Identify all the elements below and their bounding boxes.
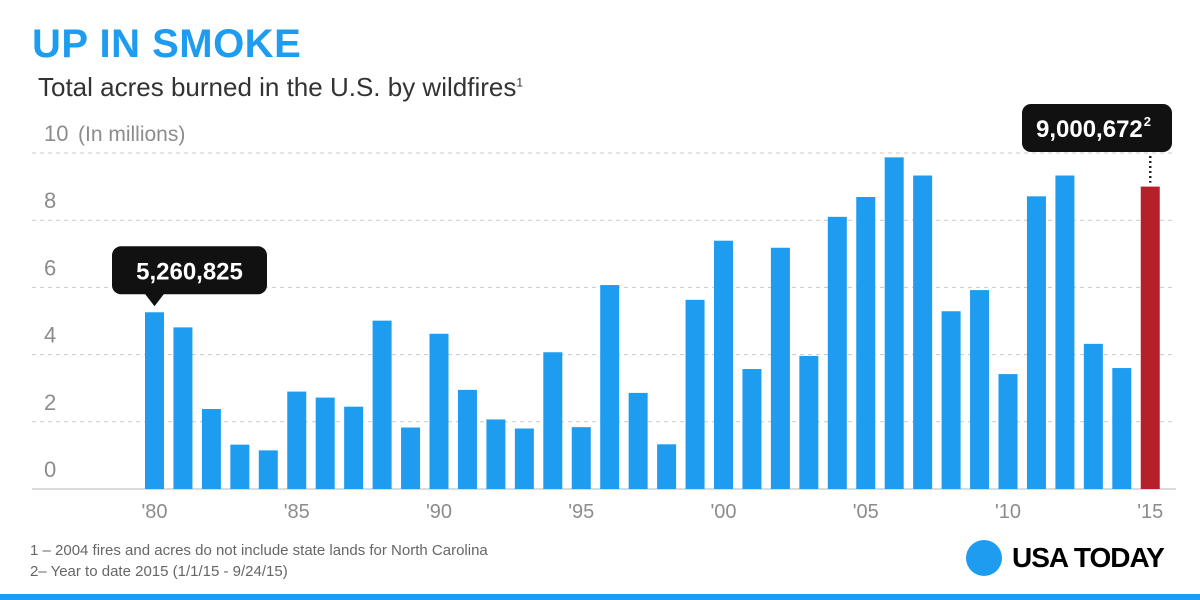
bar-1996 (600, 285, 620, 489)
bar-1980 (145, 312, 164, 489)
chart-title: UP IN SMOKE (32, 22, 302, 66)
bar-2000 (714, 240, 733, 489)
chart-subtitle: Total acres burned in the U.S. by wildfi… (38, 72, 523, 103)
footnotes: 1 – 2004 fires and acres do not include … (30, 540, 488, 582)
bar-2009 (970, 290, 990, 489)
bar-1986 (315, 397, 335, 489)
y-tick-label-4: 4 (44, 323, 56, 348)
y-tick-label-8: 8 (44, 188, 56, 213)
y-tick-label-2: 2 (44, 390, 56, 415)
bar-2008 (941, 311, 961, 489)
usa-today-logo: USA TODAY (966, 538, 1165, 578)
logo-text: USA TODAY (1012, 542, 1165, 573)
bar-1985 (287, 391, 307, 489)
bar-1989 (401, 427, 421, 489)
bar-1997 (628, 392, 648, 489)
bottom-accent-bar (0, 594, 1200, 600)
callout-value-text-2015: 9,000,672 (1036, 116, 1143, 143)
bar-2003 (799, 355, 819, 489)
callout-value-1980: 5,260,825 (136, 258, 243, 285)
bar-1983 (230, 444, 250, 489)
y-tick-label-10: 10 (44, 121, 68, 146)
x-tick-label-2005: '05 (853, 501, 879, 523)
y-tick-label-6: 6 (44, 255, 56, 280)
bar-2005 (856, 197, 876, 490)
bar-2011 (1026, 196, 1046, 489)
subtitle-footnote-marker: 1 (516, 75, 524, 90)
y-axis-unit-label: (In millions) (78, 123, 185, 146)
bar-2004 (827, 216, 847, 489)
bar-1988 (372, 320, 392, 489)
bar-2014 (1112, 368, 1132, 489)
bar-1999 (685, 299, 705, 489)
callout-footnote-marker-2015: 2 (1144, 114, 1151, 129)
bar-1993 (514, 428, 534, 489)
bar-1991 (457, 389, 477, 489)
bar-2012 (1055, 175, 1075, 489)
x-tick-label-1990: '90 (426, 501, 452, 523)
bar-2007 (913, 175, 933, 489)
x-tick-label-2000: '00 (710, 501, 736, 523)
bar-1994 (543, 352, 563, 489)
bar-1995 (571, 427, 591, 489)
bar-2013 (1083, 343, 1103, 489)
footnote-2: 2– Year to date 2015 (1/1/15 - 9/24/15) (30, 563, 288, 580)
x-tick-label-2015: '15 (1137, 501, 1163, 523)
bar-2006 (884, 157, 904, 490)
bar-2001 (742, 369, 762, 489)
footnote-1: 1 – 2004 fires and acres do not include … (30, 542, 488, 559)
callout-pointer-1980 (144, 293, 165, 307)
bar-1982 (201, 409, 221, 489)
bar-1990 (429, 333, 449, 489)
bar-1987 (344, 406, 364, 489)
bar-2010 (998, 374, 1018, 489)
bar-2002 (770, 247, 790, 489)
y-tick-label-0: 0 (44, 457, 56, 482)
x-tick-label-1980: '80 (141, 501, 167, 523)
callout-box-2015 (1022, 104, 1172, 152)
logo-dot-icon (966, 540, 1002, 576)
x-tick-label-1985: '85 (284, 501, 310, 523)
x-tick-label-2010: '10 (995, 501, 1021, 523)
bar-2015 (1140, 186, 1160, 489)
bar-1984 (258, 450, 278, 489)
callout-box-1980 (112, 246, 267, 295)
x-tick-label-1995: '95 (568, 501, 594, 523)
callout-value-2015: 9,000,6722 (1036, 114, 1151, 143)
bar-1998 (657, 444, 677, 489)
bar-1981 (173, 327, 193, 489)
bar-1992 (486, 419, 506, 489)
chart-subtitle-text: Total acres burned in the U.S. by wildfi… (38, 72, 517, 102)
